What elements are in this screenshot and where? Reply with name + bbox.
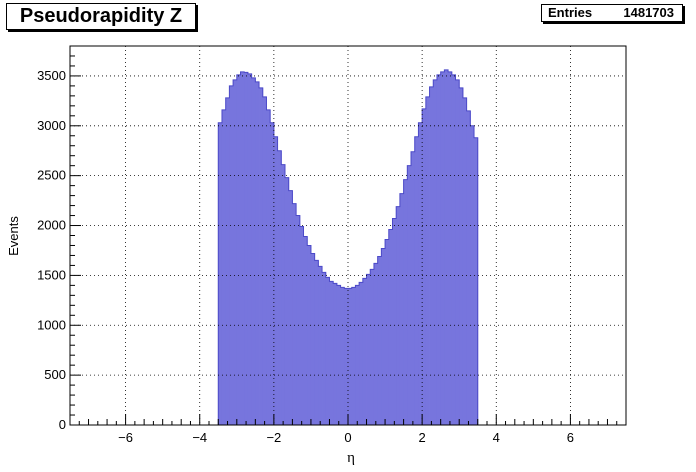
histogram-bar: [236, 74, 241, 426]
histogram-bar: [233, 79, 238, 426]
histogram-bar: [466, 110, 471, 425]
histogram-bar: [433, 79, 438, 426]
histogram-bar: [355, 285, 360, 425]
histogram-bar: [270, 122, 275, 426]
histogram-bar: [307, 245, 312, 425]
histogram-bar: [251, 77, 256, 426]
histogram-bar: [392, 218, 397, 425]
histogram-title-box: Pseudorapidity Z: [6, 3, 196, 30]
histogram-bar: [229, 85, 234, 425]
x-tick-label: 6: [567, 430, 574, 445]
y-tick-label: 0: [59, 417, 66, 432]
x-tick-label: 0: [344, 430, 351, 445]
histogram-bar: [425, 96, 430, 426]
histogram-bar: [381, 248, 386, 425]
histogram-bar: [310, 253, 316, 425]
histogram-bar: [429, 86, 434, 426]
histogram-bar: [247, 73, 253, 425]
histogram-bar: [359, 282, 364, 425]
histogram-bar: [303, 236, 308, 425]
x-axis-title: η: [347, 450, 355, 466]
histogram-bar: [414, 136, 419, 425]
x-tick-label: −2: [266, 430, 281, 445]
histogram-bar: [336, 285, 341, 425]
histogram-bar: [366, 274, 371, 425]
histogram-title: Pseudorapidity Z: [19, 5, 183, 27]
histogram-bar: [403, 179, 408, 425]
histogram-bar: [448, 71, 453, 425]
histogram-bar: [218, 122, 223, 426]
histogram-bar: [273, 136, 278, 425]
histogram-bar: [377, 256, 382, 425]
histogram-bar: [351, 287, 356, 425]
histogram-bar: [373, 263, 379, 425]
histogram-bar: [322, 272, 327, 425]
histogram-bar: [292, 203, 297, 425]
histogram-bar: [451, 74, 456, 426]
histogram-bar: [422, 108, 427, 425]
histogram-bar: [284, 177, 290, 425]
histogram-bar: [407, 165, 412, 425]
histogram-bar: [474, 137, 479, 426]
histogram-bar: [455, 79, 460, 426]
x-tick-label: 4: [493, 430, 500, 445]
y-tick-label: 1500: [37, 267, 66, 282]
histogram-bar: [325, 277, 330, 425]
y-tick-label: 1000: [37, 317, 66, 332]
histogram-bar: [344, 288, 349, 425]
histogram-bar: [399, 193, 404, 425]
y-tick-label: 3500: [37, 68, 66, 83]
histogram-bar: [244, 72, 249, 425]
histogram-bar: [288, 190, 293, 425]
histogram-bar: [225, 97, 230, 425]
histogram-bar: [411, 151, 416, 425]
y-tick-label: 2000: [37, 218, 66, 233]
histogram-bar: [340, 287, 345, 425]
histogram-bar: [348, 288, 353, 425]
stats-entries-value: 1481703: [623, 5, 674, 20]
histogram-bar: [470, 125, 475, 425]
histogram-bar: [388, 229, 393, 425]
histogram-bar: [318, 266, 323, 425]
histogram-bar: [385, 239, 390, 425]
histogram-bar: [266, 109, 271, 426]
histogram-bar: [440, 71, 445, 425]
x-tick-label: 2: [419, 430, 426, 445]
histogram-outline: [217, 69, 479, 425]
histogram-bar: [333, 283, 338, 425]
histogram-bar: [221, 109, 227, 426]
x-tick-label: −6: [118, 430, 133, 445]
stats-entries-label: Entries: [548, 5, 593, 20]
histogram-bar: [444, 69, 449, 426]
histogram-bar: [240, 71, 245, 425]
histogram-bar: [314, 260, 319, 425]
histogram-bar: [262, 96, 267, 426]
y-tick-label: 3000: [37, 118, 66, 133]
histogram-bar: [459, 87, 464, 426]
histogram-bar: [299, 226, 304, 425]
histogram-bar: [362, 278, 367, 425]
histogram-bar: [329, 281, 334, 425]
histogram-bar: [255, 81, 260, 425]
histogram-bar: [259, 87, 264, 426]
histogram-bar: [462, 97, 468, 425]
histogram-bar: [370, 269, 375, 425]
y-tick-label: 500: [44, 367, 66, 382]
histogram-bar: [296, 215, 301, 425]
histogram-bar: [436, 74, 442, 426]
stats-box: Entries 1481703: [541, 4, 683, 22]
x-tick-label: −4: [192, 430, 207, 445]
y-tick-label: 2500: [37, 168, 66, 183]
histogram-bar: [277, 150, 282, 425]
histogram-bar: [281, 164, 286, 426]
histogram-bar: [396, 206, 401, 425]
y-axis-title: Events: [6, 216, 21, 256]
histogram-bar: [418, 122, 423, 426]
